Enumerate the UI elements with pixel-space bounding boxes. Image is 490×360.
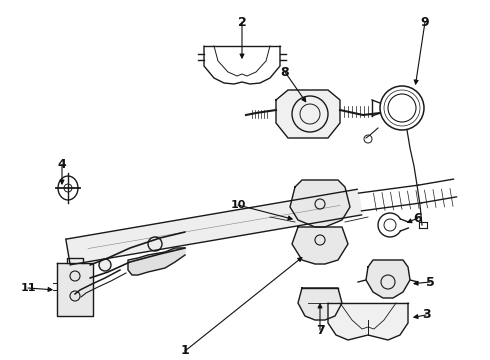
Polygon shape bbox=[298, 288, 342, 320]
Polygon shape bbox=[290, 180, 350, 227]
Text: 11: 11 bbox=[20, 283, 36, 293]
Text: 1: 1 bbox=[181, 345, 189, 357]
Circle shape bbox=[148, 237, 162, 251]
Polygon shape bbox=[292, 227, 348, 264]
Text: 6: 6 bbox=[414, 211, 422, 225]
Polygon shape bbox=[366, 260, 410, 298]
Polygon shape bbox=[328, 303, 408, 340]
Polygon shape bbox=[57, 263, 93, 316]
Text: 4: 4 bbox=[58, 158, 66, 171]
Polygon shape bbox=[128, 248, 185, 275]
Text: 3: 3 bbox=[422, 309, 430, 321]
Text: 10: 10 bbox=[230, 200, 245, 210]
Polygon shape bbox=[276, 90, 340, 138]
Text: 2: 2 bbox=[238, 15, 246, 28]
Text: 7: 7 bbox=[316, 324, 324, 337]
Text: 5: 5 bbox=[426, 275, 434, 288]
Text: 8: 8 bbox=[281, 66, 289, 78]
Circle shape bbox=[99, 259, 111, 271]
Polygon shape bbox=[66, 189, 362, 265]
Text: 9: 9 bbox=[421, 15, 429, 28]
